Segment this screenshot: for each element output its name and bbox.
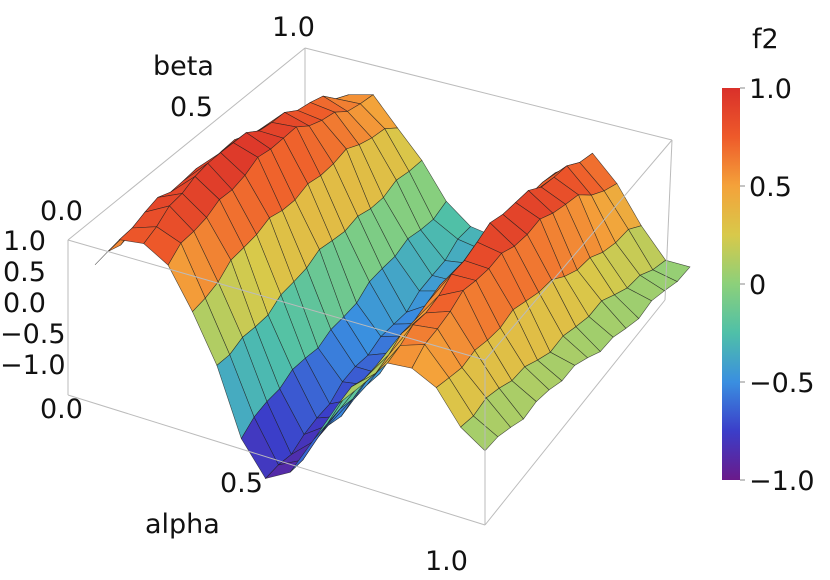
colorbar-ticks: 1.0 0.5 0 −0.5 −1.0 bbox=[740, 74, 815, 497]
axis-labels: 1.0 beta 0.5 0.0 1.0 0.5 0.0 −0.5 −1.0 0… bbox=[0, 12, 468, 577]
z-tick-label: 0.0 bbox=[3, 288, 46, 319]
z-tick-label: 1.0 bbox=[3, 226, 46, 257]
box-edge bbox=[67, 47, 306, 241]
x-axis-label: alpha bbox=[145, 509, 220, 540]
box-edge bbox=[484, 139, 673, 361]
x-tick-label: 0.0 bbox=[40, 394, 83, 425]
y-tick-label: 0.0 bbox=[40, 196, 83, 227]
box-edge bbox=[304, 47, 673, 141]
colorbar: f2 1.0 0.5 0 −0.5 −1.0 bbox=[722, 24, 815, 497]
box-front bbox=[67, 139, 673, 526]
colorbar-tick-label: 0.5 bbox=[749, 172, 792, 203]
colorbar-label: f2 bbox=[752, 24, 779, 55]
colorbar-tick-label: −0.5 bbox=[749, 368, 815, 399]
colorbar-tick-label: 1.0 bbox=[749, 74, 792, 105]
box-edge bbox=[67, 394, 486, 526]
z-tick-label: 0.5 bbox=[3, 257, 46, 288]
box-edge bbox=[664, 139, 673, 301]
x-tick-label: 0.5 bbox=[220, 468, 263, 499]
surface-patch bbox=[460, 415, 499, 452]
y-axis-label: beta bbox=[153, 51, 214, 82]
box-edge bbox=[67, 239, 486, 361]
x-tick-label: 1.0 bbox=[425, 546, 468, 577]
surface-mesh bbox=[94, 94, 691, 480]
z-tick-label: −1.0 bbox=[0, 350, 66, 381]
y-tick-label: 0.5 bbox=[170, 92, 213, 123]
colorbar-gradient bbox=[722, 88, 740, 480]
y-tick-label: 1.0 bbox=[272, 12, 315, 43]
box-edge bbox=[484, 299, 666, 526]
colorbar-tick-label: 0 bbox=[749, 270, 766, 301]
z-tick-label: −0.5 bbox=[0, 319, 66, 350]
colorbar-tick-label: −1.0 bbox=[749, 466, 815, 497]
